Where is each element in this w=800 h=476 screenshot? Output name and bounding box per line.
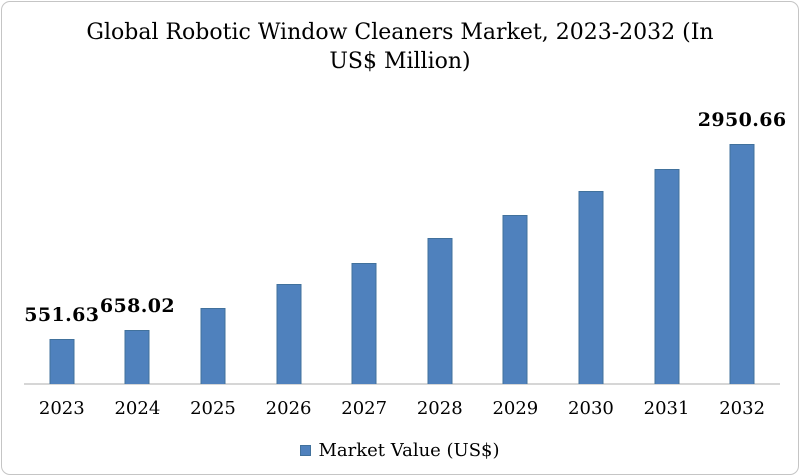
bar-2029 bbox=[502, 215, 528, 384]
bar-2025 bbox=[200, 308, 226, 384]
x-axis-label-2026: 2026 bbox=[265, 398, 312, 419]
x-axis-label-2023: 2023 bbox=[38, 398, 85, 419]
bar-slot-2027 bbox=[326, 123, 402, 385]
bar-2031 bbox=[654, 169, 680, 384]
bar-2028 bbox=[427, 238, 453, 384]
x-axis-label-2025: 2025 bbox=[190, 398, 236, 419]
bar-slot-2024: 658.02 bbox=[100, 123, 176, 385]
x-axis-label-2028: 2028 bbox=[416, 398, 463, 419]
data-label-2032: 2950.66 bbox=[697, 109, 787, 131]
legend-marker-square-icon bbox=[300, 445, 312, 456]
bar-2030 bbox=[578, 191, 604, 384]
x-axis-label-2024: 2024 bbox=[114, 398, 161, 419]
x-axis-label-2030: 2030 bbox=[568, 398, 614, 419]
chart-title: Global Robotic Window Cleaners Market, 2… bbox=[86, 20, 714, 75]
legend: Market Value (US$) bbox=[2, 440, 798, 461]
bar-2023 bbox=[49, 339, 75, 384]
data-label-2023: 551.63 bbox=[24, 304, 100, 326]
x-axis-label-2032: 2032 bbox=[719, 398, 766, 419]
bar-slot-2025 bbox=[175, 123, 251, 385]
bar-slot-2026 bbox=[251, 123, 327, 385]
x-axis-labels: 2023 2024 2025 2026 2027 2028 2029 2030 2031 2032 bbox=[24, 398, 780, 419]
data-label-2024: 658.02 bbox=[99, 295, 175, 317]
x-axis-label-2027: 2027 bbox=[341, 398, 388, 419]
bar-slot-2028 bbox=[402, 123, 478, 385]
bar-slot-2031 bbox=[629, 123, 705, 385]
bar-2024 bbox=[124, 330, 150, 384]
x-axis-label-2029: 2029 bbox=[492, 398, 539, 419]
bar-2027 bbox=[351, 263, 377, 384]
bar-slot-2023: 551.63 bbox=[24, 123, 100, 385]
legend-label: Market Value (US$) bbox=[318, 440, 500, 461]
x-axis-label-2031: 2031 bbox=[643, 398, 690, 419]
bar-2032 bbox=[729, 144, 755, 384]
bar-slot-2029 bbox=[478, 123, 554, 385]
bar-slot-2030 bbox=[553, 123, 629, 385]
bar-slot-2032: 2950.66 bbox=[698, 109, 786, 385]
x-axis-line bbox=[24, 383, 780, 385]
bar-chart-plot: 551.63 658.02 2950.66 bbox=[24, 109, 786, 385]
bar-2026 bbox=[276, 284, 302, 384]
